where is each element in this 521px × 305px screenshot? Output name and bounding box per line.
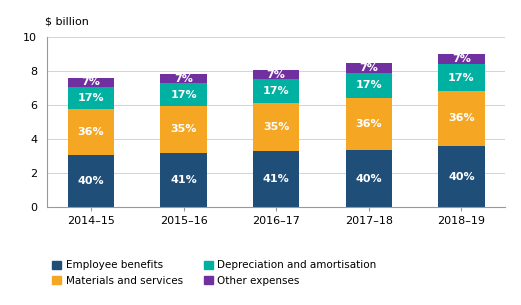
Bar bbox=[345, 73, 392, 98]
Bar bbox=[68, 109, 114, 156]
Bar bbox=[345, 98, 392, 150]
Text: 7%: 7% bbox=[359, 63, 378, 73]
Bar bbox=[253, 103, 299, 151]
Text: 17%: 17% bbox=[263, 86, 290, 96]
Bar bbox=[160, 74, 207, 83]
Text: 7%: 7% bbox=[81, 77, 101, 87]
Text: 7%: 7% bbox=[267, 70, 286, 80]
Text: 17%: 17% bbox=[78, 93, 104, 103]
Bar bbox=[160, 153, 207, 207]
Text: 35%: 35% bbox=[263, 122, 289, 132]
Bar bbox=[438, 64, 485, 91]
Text: 41%: 41% bbox=[263, 174, 290, 184]
Legend: Employee benefits, Materials and services, Depreciation and amortisation, Other : Employee benefits, Materials and service… bbox=[52, 260, 376, 286]
Bar bbox=[160, 83, 207, 106]
Text: 36%: 36% bbox=[78, 127, 104, 137]
Text: 36%: 36% bbox=[355, 119, 382, 129]
Bar bbox=[68, 77, 114, 87]
Bar bbox=[253, 80, 299, 103]
Bar bbox=[438, 146, 485, 207]
Bar bbox=[253, 70, 299, 80]
Bar bbox=[438, 91, 485, 146]
Bar bbox=[345, 63, 392, 73]
Text: 41%: 41% bbox=[170, 175, 197, 185]
Bar bbox=[68, 156, 114, 207]
Text: 40%: 40% bbox=[78, 176, 104, 186]
Text: $ billion: $ billion bbox=[45, 16, 89, 26]
Text: 17%: 17% bbox=[355, 81, 382, 91]
Text: 17%: 17% bbox=[170, 90, 197, 100]
Text: 35%: 35% bbox=[170, 124, 197, 135]
Bar bbox=[160, 106, 207, 153]
Bar bbox=[345, 150, 392, 207]
Text: 7%: 7% bbox=[174, 74, 193, 84]
Bar bbox=[68, 87, 114, 109]
Text: 7%: 7% bbox=[452, 54, 471, 64]
Text: 40%: 40% bbox=[448, 172, 475, 182]
Bar bbox=[253, 151, 299, 207]
Text: 36%: 36% bbox=[448, 113, 475, 123]
Text: 17%: 17% bbox=[448, 73, 475, 83]
Bar bbox=[438, 54, 485, 64]
Text: 40%: 40% bbox=[355, 174, 382, 184]
